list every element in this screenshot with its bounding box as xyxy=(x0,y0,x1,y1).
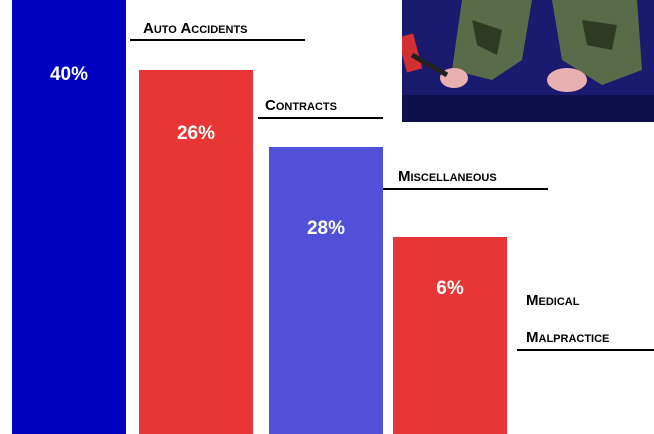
bar xyxy=(12,0,126,434)
percent-label: 40% xyxy=(49,64,89,85)
underline xyxy=(383,188,548,190)
percent-label: 26% xyxy=(176,123,216,144)
category-label: Auto Accidents xyxy=(143,20,248,37)
percent-label: 6% xyxy=(436,278,464,299)
category-label: Contracts xyxy=(265,97,337,114)
underline xyxy=(517,349,654,351)
clip-art xyxy=(402,0,654,122)
percent-label: 28% xyxy=(306,218,346,239)
category-label: Medical xyxy=(526,292,580,309)
category-label: Miscellaneous xyxy=(398,168,497,185)
category-label: Malpractice xyxy=(526,329,610,346)
bar xyxy=(139,70,253,434)
underline xyxy=(258,117,383,119)
bar xyxy=(269,147,383,434)
underline xyxy=(130,39,305,41)
bar xyxy=(393,237,507,434)
